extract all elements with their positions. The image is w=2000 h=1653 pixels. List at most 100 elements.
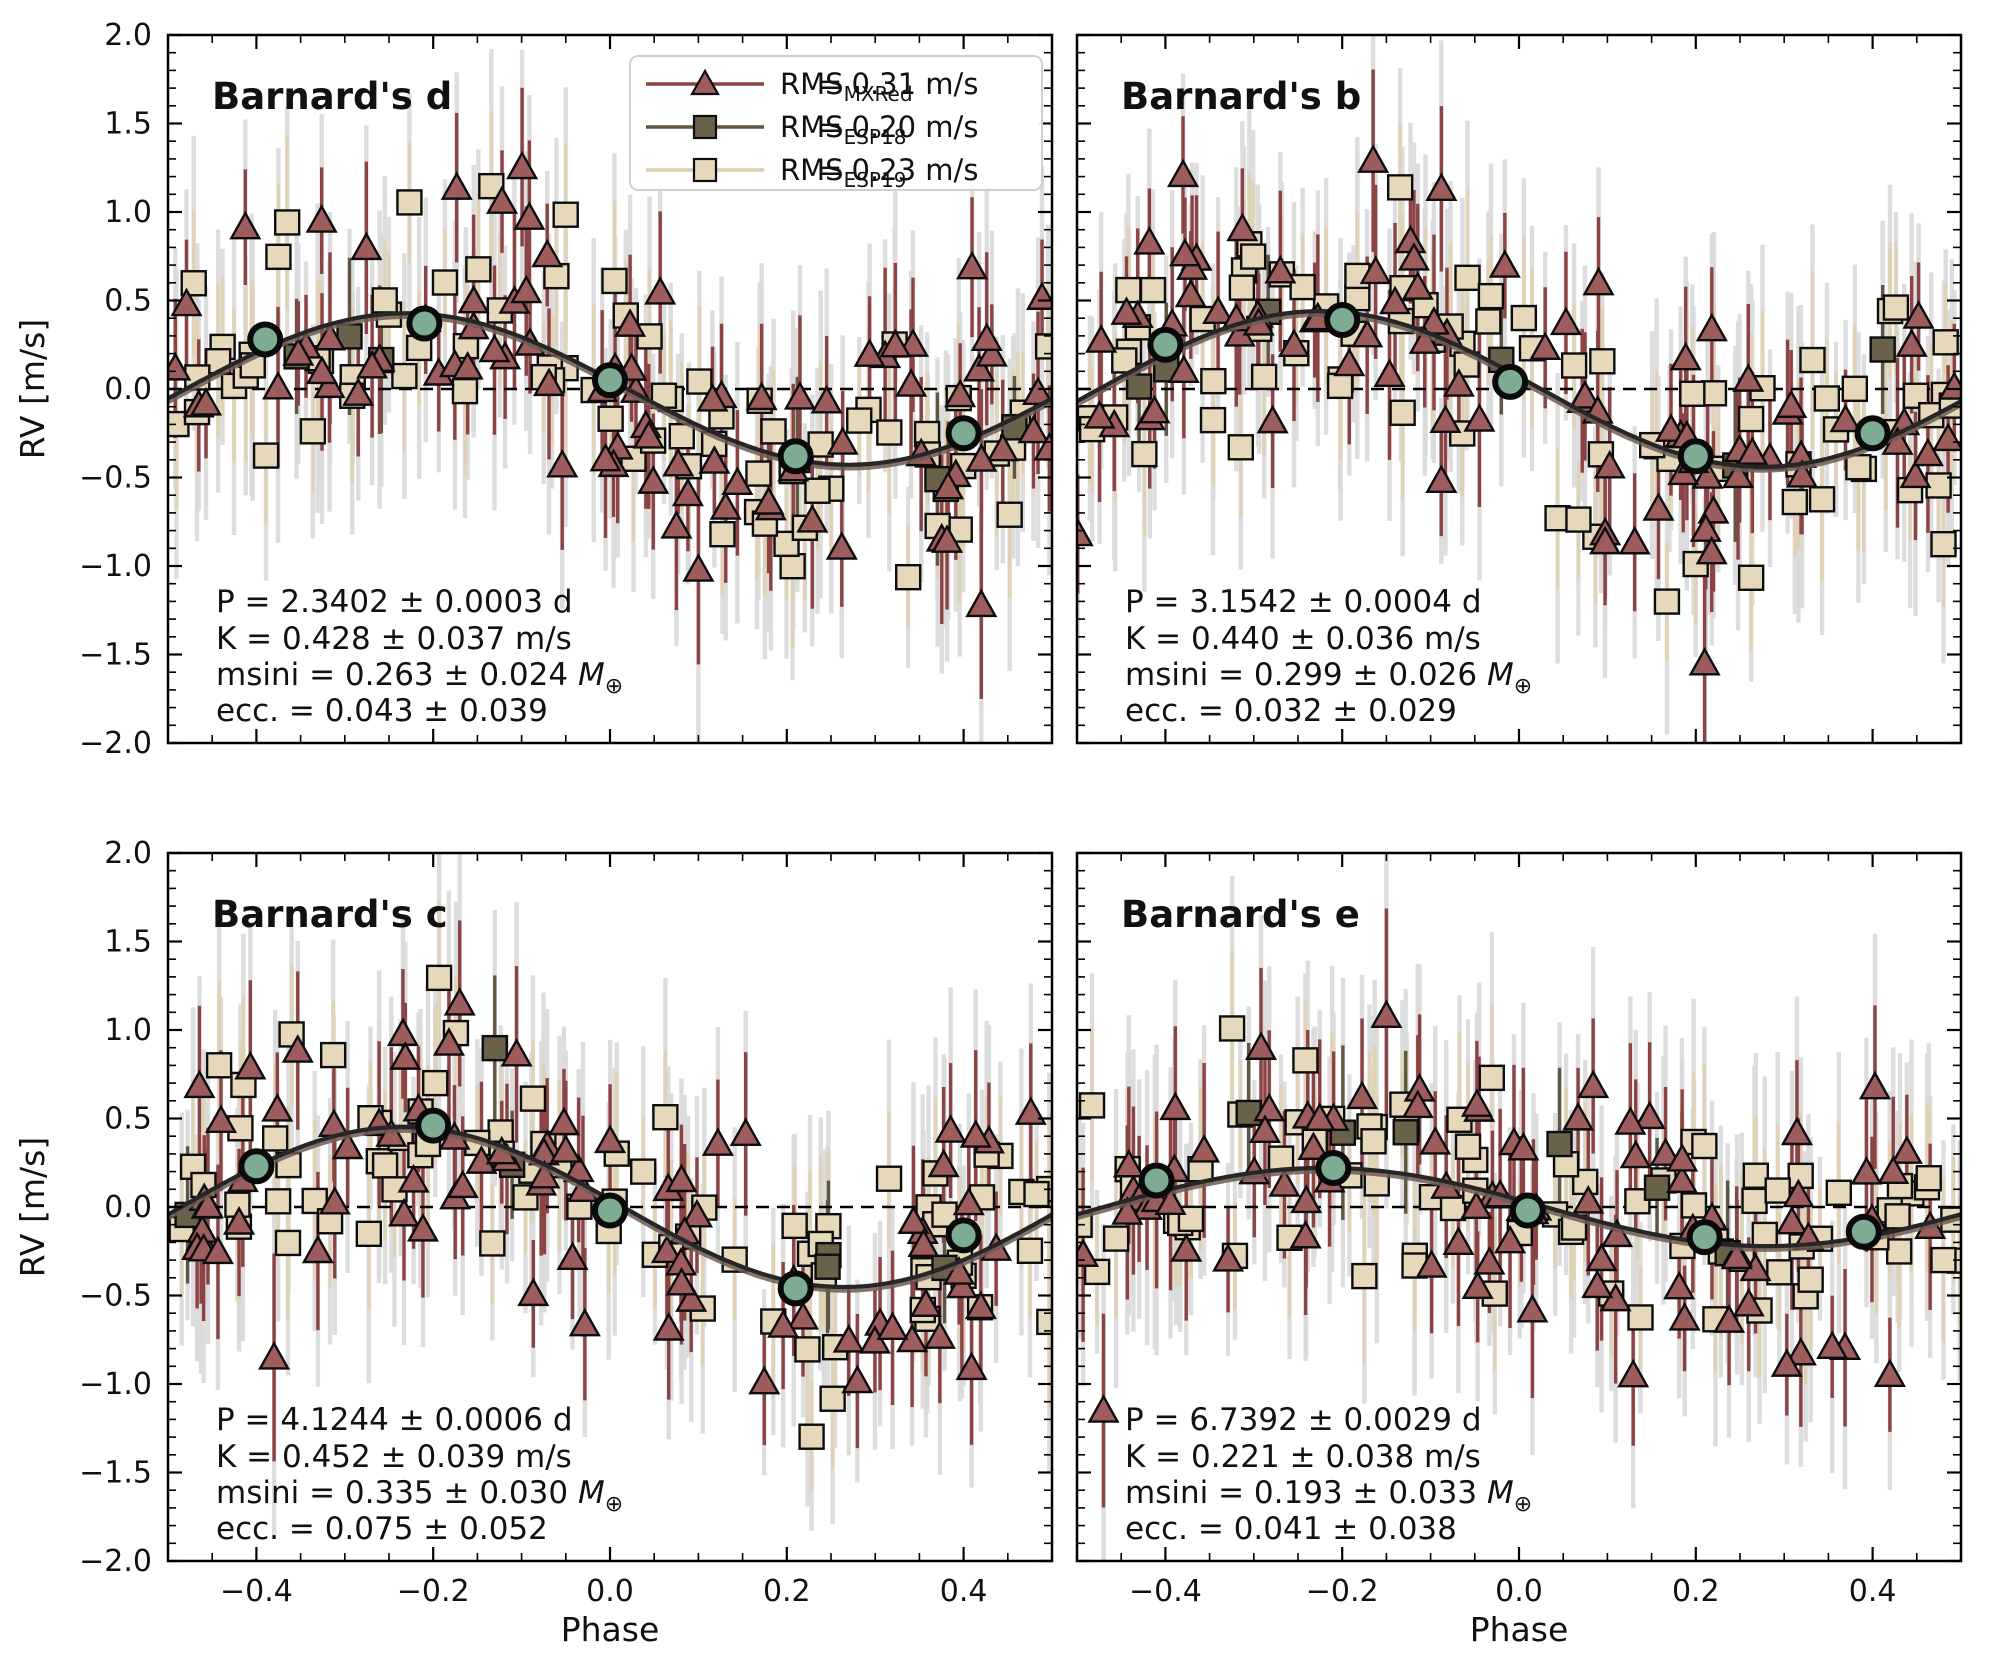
data-point-mxred: [767, 1309, 800, 1338]
data-point-mxred: [1110, 296, 1143, 325]
data-point-esp19: [597, 405, 624, 432]
data-point-mxred: [965, 443, 998, 472]
data-point-mxred: [1617, 1358, 1650, 1388]
data-point-mxred: [662, 447, 695, 477]
data-point-mxred: [1786, 459, 1819, 488]
data-point-mxred: [632, 419, 665, 449]
x-axis-label: Phase: [561, 1610, 660, 1649]
fit-parameter-line: ecc. = 0.043 ± 0.039: [216, 693, 548, 729]
data-point-mxred: [665, 1163, 698, 1193]
data-point-mxred: [1873, 1358, 1906, 1387]
binned-point: [1315, 1150, 1352, 1187]
data-point-mxred: [1351, 318, 1384, 348]
data-point-esp19: [1700, 380, 1728, 407]
tick-marks: [168, 33, 1052, 745]
binned-point: [247, 321, 284, 358]
data-point-mxred: [301, 1234, 334, 1264]
ytick-label: −1.5: [79, 638, 152, 673]
data-point-esp19: [804, 477, 831, 504]
data-point-esp19: [425, 964, 453, 992]
data-point-mxred: [1911, 437, 1944, 467]
binned-point: [592, 362, 628, 399]
data-point-mxred: [350, 231, 383, 261]
legend-value: = 0.20 m/s: [818, 110, 978, 144]
data-point-esp19: [846, 407, 873, 434]
data-point-mxred: [671, 477, 704, 507]
legend-marker-square-icon: [692, 157, 718, 183]
data-point-esp18: [1125, 373, 1153, 400]
data-point-esp19: [895, 563, 922, 591]
data-point-mxred: [1473, 1245, 1506, 1275]
data-point-mxred: [1585, 1242, 1618, 1272]
data-point-mxred: [907, 1228, 940, 1257]
data-point-mxred: [923, 1320, 956, 1349]
data-point-esp19: [1885, 1238, 1913, 1265]
data-point-mxred: [457, 284, 490, 314]
ytick-label: −1.5: [79, 1456, 152, 1491]
data-point-mxred: [934, 1114, 967, 1143]
fit-parameter-line: K = 0.221 ± 0.038 m/s: [1125, 1439, 1481, 1475]
data-point-mxred: [201, 1235, 235, 1265]
data-point-esp19: [261, 1125, 289, 1152]
legend-value: = 0.23 m/s: [818, 153, 978, 187]
data-point-esp19: [355, 1220, 383, 1248]
data-point-esp19: [264, 1188, 292, 1215]
data-point-esp19: [1691, 1132, 1718, 1160]
fit-parameter-line: K = 0.440 ± 0.036 m/s: [1125, 621, 1481, 657]
data-point-esp19: [1741, 1187, 1768, 1215]
data-point-esp18: [814, 1253, 841, 1280]
binned-point: [1492, 363, 1529, 400]
data-point-esp19: [760, 418, 787, 445]
data-point-mxred: [652, 1312, 685, 1341]
data-point-mxred: [879, 328, 912, 358]
data-point-mxred: [500, 1037, 533, 1067]
data-point-esp19: [1454, 264, 1481, 292]
data-point-mxred: [204, 1104, 238, 1133]
data-point-esp19: [1797, 1266, 1824, 1293]
data-point-esp19: [1930, 530, 1957, 558]
data-point-esp19: [1932, 329, 1959, 356]
data-point-mxred: [1111, 1196, 1144, 1225]
fit-parameter-line: P = 4.1244 ± 0.0006 d: [216, 1402, 573, 1438]
data-point-esp19: [431, 269, 459, 296]
data-point-esp19: [1218, 1015, 1246, 1042]
binned-point: [1324, 301, 1361, 338]
data-point-esp19: [819, 1385, 846, 1412]
data-point-mxred: [1784, 1336, 1817, 1366]
data-point-mxred: [1244, 1031, 1278, 1060]
data-point-mxred: [313, 321, 347, 351]
data-point-mxred: [1174, 278, 1207, 308]
data-point-mxred: [1829, 403, 1862, 433]
legend-label: RMSESP18: [780, 110, 906, 149]
ytick-label: 0.5: [104, 1102, 152, 1137]
data-point-esp19: [299, 418, 327, 445]
data-point-mxred: [1695, 312, 1728, 342]
panel-barnards-b: Barnard's b P = 3.1542 ± 0.0004 dK = 0.44…: [1075, 33, 1963, 745]
y-axis-label: RV [m/s]: [13, 1137, 52, 1277]
data-point-mxred: [1277, 328, 1311, 358]
data-point-mxred: [506, 150, 539, 180]
ytick-label: −0.5: [79, 1279, 152, 1314]
data-point-mxred: [1463, 403, 1496, 432]
data-point-mxred: [1370, 999, 1403, 1029]
data-point-mxred: [698, 445, 731, 474]
data-point-mxred: [1619, 1139, 1652, 1169]
data-point-mxred: [331, 1130, 364, 1160]
data-point-mxred: [1226, 212, 1259, 242]
data-point-esp19: [709, 521, 736, 548]
ytick-label: −2.0: [79, 726, 152, 761]
xtick-label: −0.2: [1306, 1574, 1379, 1609]
data-point-mxred: [1212, 1243, 1245, 1272]
data-point-mxred: [432, 1027, 466, 1056]
fit-parameter-line: P = 2.3402 ± 0.0003 d: [216, 584, 573, 620]
data-point-mxred: [1112, 1148, 1145, 1178]
data-point-mxred: [446, 1169, 479, 1199]
data-point-mxred: [932, 470, 965, 500]
data-point-esp19: [391, 362, 418, 390]
data-point-mxred: [281, 1034, 314, 1063]
panel-data-area: [1077, 35, 1961, 743]
data-point-mxred: [1902, 300, 1935, 329]
data-point-mxred: [1649, 1137, 1682, 1166]
data-point-esp19: [1565, 506, 1592, 533]
data-point-mxred: [660, 509, 693, 539]
